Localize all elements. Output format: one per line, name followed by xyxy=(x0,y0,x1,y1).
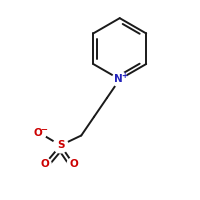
Text: +: + xyxy=(121,71,127,80)
Text: N: N xyxy=(114,74,123,84)
Text: O: O xyxy=(40,159,49,169)
Circle shape xyxy=(53,138,68,153)
Circle shape xyxy=(67,158,80,170)
Text: −: − xyxy=(40,125,47,134)
Text: O: O xyxy=(69,159,78,169)
Text: O: O xyxy=(34,128,42,138)
Circle shape xyxy=(31,125,46,140)
Text: S: S xyxy=(57,140,64,150)
Circle shape xyxy=(38,158,51,170)
Circle shape xyxy=(112,72,127,87)
